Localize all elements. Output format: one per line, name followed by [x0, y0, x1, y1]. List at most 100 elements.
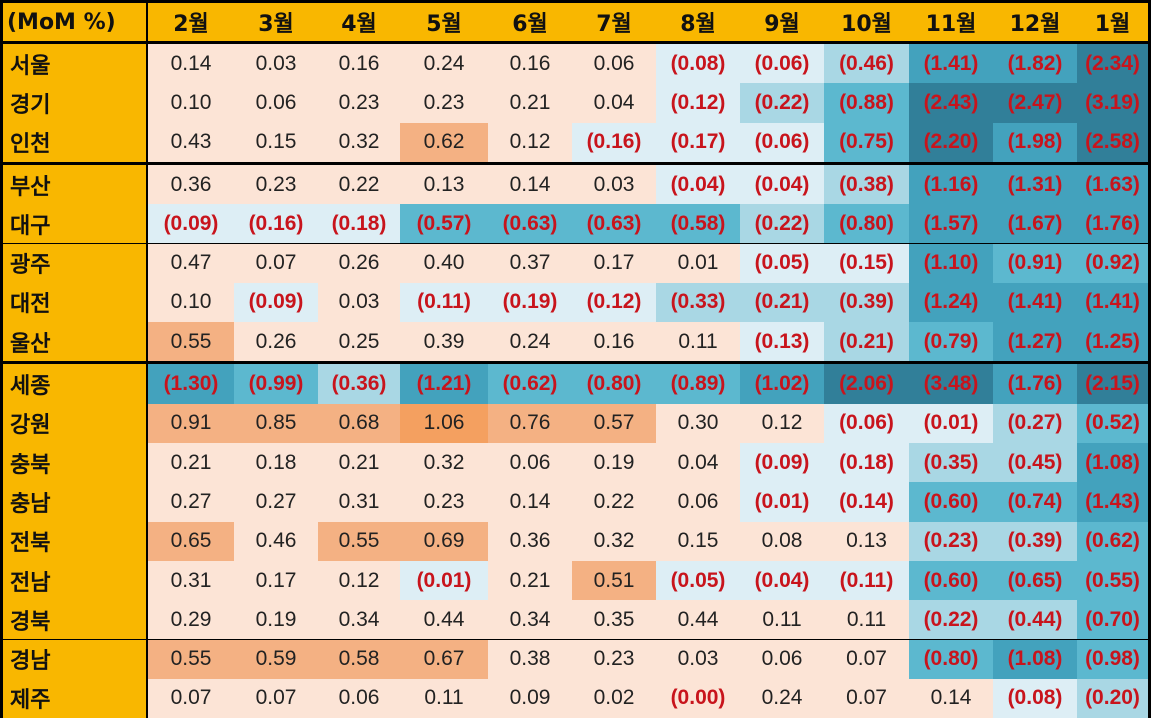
region-label: 강원 — [3, 403, 146, 443]
region-label: 경남 — [3, 639, 146, 679]
heatmap-cell: 0.14 — [488, 164, 572, 205]
heatmap-cell: 0.32 — [400, 443, 488, 483]
heatmap-cell: (0.08) — [993, 678, 1077, 718]
heatmap-cell: (0.89) — [656, 364, 740, 404]
heatmap-cell: 0.65 — [148, 521, 234, 561]
heatmap-cell: 0.47 — [148, 243, 234, 283]
heatmap-cell: (1.57) — [909, 204, 993, 244]
heatmap-cell: 0.21 — [488, 560, 572, 601]
heatmap-cell: 0.67 — [400, 639, 488, 679]
heatmap-cell: (1.76) — [1077, 204, 1148, 244]
heatmap-cell: 0.11 — [824, 600, 909, 640]
heatmap-cell: 0.03 — [234, 44, 318, 84]
month-header: 6월 — [488, 3, 572, 41]
heatmap-cell: (0.20) — [1077, 678, 1148, 718]
heatmap-cell: 0.19 — [234, 600, 318, 640]
heatmap-cell: 0.06 — [234, 83, 318, 123]
heatmap-cell: (0.06) — [824, 403, 909, 443]
heatmap-cell: (0.27) — [993, 403, 1077, 443]
region-label: 충남 — [3, 482, 146, 522]
heatmap-cell: (1.41) — [993, 282, 1077, 323]
month-header: 9월 — [740, 3, 824, 41]
region-label: 경북 — [3, 600, 146, 640]
heatmap-cell: 0.21 — [148, 443, 234, 483]
heatmap-cell: 0.07 — [234, 243, 318, 283]
heatmap-cell: (0.09) — [148, 204, 234, 244]
heatmap-cell: 0.32 — [572, 521, 656, 561]
heatmap-cell: 0.01 — [656, 243, 740, 283]
heatmap-cell: (1.16) — [909, 164, 993, 205]
heatmap-cell: 0.06 — [572, 44, 656, 84]
heatmap-cell: 0.26 — [318, 243, 400, 283]
heatmap-cell: (0.12) — [572, 282, 656, 323]
heatmap-cell: 0.34 — [488, 600, 572, 640]
heatmap-cell: (0.70) — [1077, 600, 1148, 640]
heatmap-cell: 0.43 — [148, 122, 234, 162]
heatmap-cell: 0.31 — [318, 482, 400, 522]
heatmap-cell: 0.07 — [148, 678, 234, 718]
heatmap-cell: (0.13) — [740, 322, 824, 362]
month-header: 8월 — [656, 3, 740, 41]
heatmap-cell: 0.68 — [318, 403, 400, 443]
heatmap-cell: 0.21 — [488, 83, 572, 123]
heatmap-cell: 0.04 — [572, 83, 656, 123]
heatmap-cell: 0.23 — [400, 482, 488, 522]
heatmap-cell: (0.39) — [993, 521, 1077, 561]
heatmap-cell: (1.41) — [909, 44, 993, 84]
heatmap-cell: 1.06 — [400, 403, 488, 443]
heatmap-cell: 0.57 — [572, 403, 656, 443]
month-header: 5월 — [400, 3, 488, 41]
heatmap-cell: (1.31) — [993, 164, 1077, 205]
heatmap-cell: (0.80) — [824, 204, 909, 244]
month-header: 12월 — [993, 3, 1077, 41]
heatmap-cell: 0.22 — [318, 164, 400, 205]
heatmap-cell: (0.79) — [909, 322, 993, 362]
heatmap-cell: (0.58) — [656, 204, 740, 244]
heatmap-cell: (0.21) — [824, 322, 909, 362]
heatmap-cell: 0.36 — [488, 521, 572, 561]
heatmap-cell: (2.20) — [909, 122, 993, 162]
heatmap-cell: 0.14 — [488, 482, 572, 522]
region-label: 인천 — [3, 122, 146, 162]
heatmap-cell: 0.31 — [148, 560, 234, 601]
heatmap-cell: 0.06 — [488, 443, 572, 483]
heatmap-cell: 0.24 — [400, 44, 488, 84]
heatmap-cell: (1.21) — [400, 364, 488, 404]
heatmap-cell: (0.62) — [1077, 521, 1148, 561]
month-header: 3월 — [234, 3, 318, 41]
heatmap-cell: (0.04) — [656, 164, 740, 205]
heatmap-cell: (0.18) — [824, 443, 909, 483]
heatmap-cell: (0.11) — [400, 282, 488, 323]
heatmap-cell: (0.16) — [234, 204, 318, 244]
heatmap-cell: 0.91 — [148, 403, 234, 443]
heatmap-cell: (0.91) — [993, 243, 1077, 283]
heatmap-cell: (0.01) — [740, 482, 824, 522]
heatmap-cell: (1.27) — [993, 322, 1077, 362]
heatmap-cell: (0.44) — [993, 600, 1077, 640]
heatmap-cell: 0.44 — [400, 600, 488, 640]
heatmap-cell: (0.45) — [993, 443, 1077, 483]
heatmap-cell: 0.37 — [488, 243, 572, 283]
heatmap-cell: (0.06) — [740, 44, 824, 84]
heatmap-cell: (0.98) — [1077, 639, 1148, 679]
heatmap-cell: 0.06 — [656, 482, 740, 522]
heatmap-cell: (1.76) — [993, 364, 1077, 404]
heatmap-cell: (1.98) — [993, 122, 1077, 162]
heatmap-cell: 0.40 — [400, 243, 488, 283]
heatmap-cell: (0.01) — [909, 403, 993, 443]
heatmap-cell: (0.11) — [824, 560, 909, 601]
heatmap-cell: 0.26 — [234, 322, 318, 362]
heatmap-cell: (0.08) — [656, 44, 740, 84]
month-header: 7월 — [572, 3, 656, 41]
heatmap-cell: (1.63) — [1077, 164, 1148, 205]
heatmap-cell: (0.35) — [909, 443, 993, 483]
heatmap-cell: 0.34 — [318, 600, 400, 640]
heatmap-cell: (0.22) — [909, 600, 993, 640]
heatmap-cell: 0.06 — [318, 678, 400, 718]
heatmap-cell: 0.14 — [148, 44, 234, 84]
heatmap-cell: (2.15) — [1077, 364, 1148, 404]
heatmap-cell: 0.08 — [740, 521, 824, 561]
heatmap-cell: 0.18 — [234, 443, 318, 483]
heatmap-cell: 0.23 — [318, 83, 400, 123]
heatmap-cell: (0.21) — [740, 282, 824, 323]
